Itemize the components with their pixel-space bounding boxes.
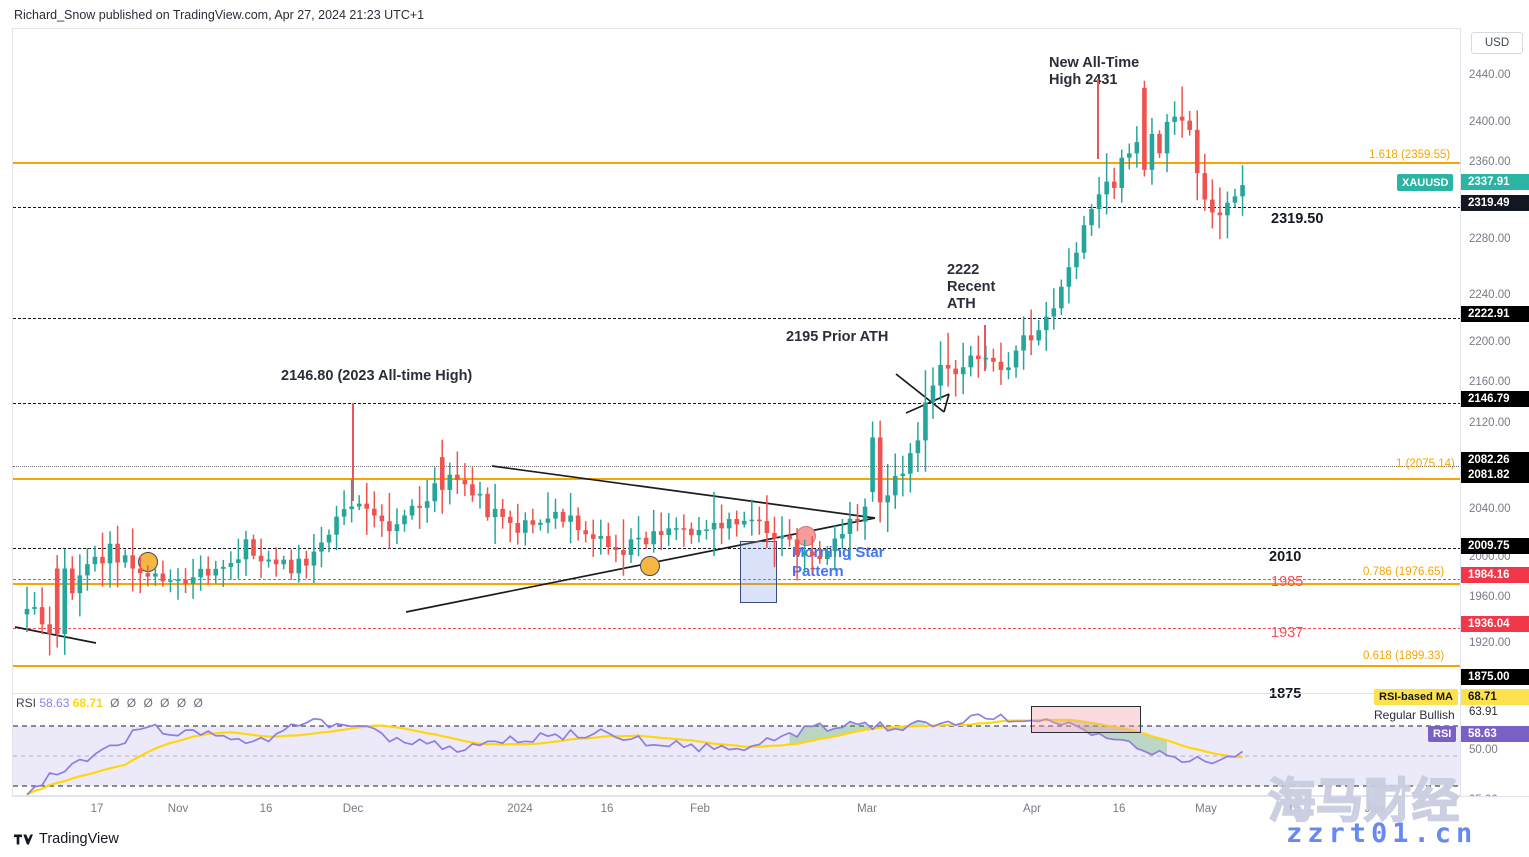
- price-tag-1984: 1984.16: [1461, 567, 1529, 583]
- candlestick-series: [24, 80, 1245, 656]
- morning-star-box: [740, 541, 777, 603]
- rsi-legend-empty-2: Ø: [126, 696, 137, 710]
- fib-line-1618: [13, 162, 1461, 164]
- level-label-1875: 1875: [1269, 686, 1302, 702]
- price-tick-2000: 2000.00: [1469, 551, 1511, 563]
- price-chart-pane[interactable]: 2319.50 2010 1985 1937 1875 1.618 (2359.…: [12, 28, 1461, 797]
- time-label-nov: Nov: [167, 803, 189, 815]
- price-axis[interactable]: USD 2440.00 2400.00 2360.00 2280.00 2240…: [1460, 28, 1529, 806]
- annotation-prior-ath: 2195 Prior ATH: [786, 329, 889, 345]
- time-label-apr: Apr: [1023, 803, 1041, 815]
- tradingview-mark-icon: [14, 833, 33, 846]
- time-label-may: May: [1195, 803, 1217, 815]
- marker-divergence-2: [640, 556, 660, 576]
- level-label-1937: 1937: [1271, 625, 1304, 641]
- watermark-chinese: 海马财经: [1267, 773, 1460, 830]
- rsi-ma-axis-value: 68.71: [1461, 689, 1529, 705]
- level-line-2222: [13, 318, 1461, 319]
- time-label-17: 17: [90, 803, 104, 815]
- rsi-legend-name: RSI: [16, 696, 37, 710]
- watermark-url: zzrt01.cn: [1286, 818, 1478, 849]
- symbol-tag-xauusd: XAUUSD: [1397, 174, 1454, 191]
- rsi-legend-empty-5: Ø: [176, 696, 187, 710]
- price-tick-2120: 2120.00: [1469, 417, 1511, 429]
- leader-recent-ath: [984, 325, 986, 371]
- time-label-2024: 2024: [507, 803, 533, 815]
- fib-label-0618: 0.618 (1899.33): [1363, 650, 1445, 662]
- price-tick-2280: 2280.00: [1469, 233, 1511, 245]
- rsi-legend-empty-3: Ø: [143, 696, 153, 710]
- time-label-16a: 16: [259, 803, 273, 815]
- price-tick-2040: 2040.00: [1469, 503, 1511, 515]
- time-label-16c: 16: [1112, 803, 1126, 815]
- price-tick-2200: 2200.00: [1469, 336, 1511, 348]
- price-tick-2440: 2440.00: [1469, 69, 1511, 81]
- price-tag-2009: 2009.75: [1461, 538, 1529, 554]
- price-tick-1920: 1920.00: [1469, 637, 1511, 649]
- level-label-2010: 2010: [1269, 549, 1302, 565]
- price-tag-1875: 1875.00: [1461, 669, 1529, 685]
- rsi-pane[interactable]: [13, 693, 1461, 797]
- leader-2023-ath: [352, 404, 354, 501]
- price-tick-2360: 2360.00: [1469, 156, 1511, 168]
- tradingview-logo[interactable]: TradingView: [14, 831, 119, 847]
- level-label-1985: 1985: [1271, 574, 1304, 590]
- price-tick-2160: 2160.00: [1469, 376, 1511, 388]
- price-tag-last: 2337.91: [1461, 174, 1529, 190]
- price-tag-2319: 2319.49: [1461, 195, 1529, 211]
- annotation-recent-ath: 2222 Recent ATH: [947, 262, 996, 312]
- rsi-legend-empty-4: Ø: [160, 696, 170, 710]
- publication-line: Richard_Snow published on TradingView.co…: [14, 8, 425, 22]
- currency-pill[interactable]: USD: [1471, 32, 1523, 54]
- annotation-2023-ath: 2146.80 (2023 All-time High): [281, 368, 473, 384]
- level-line-2319: [13, 207, 1461, 208]
- level-label-2319: 2319.50: [1271, 211, 1324, 227]
- tradingview-wordmark: TradingView: [39, 831, 119, 847]
- level-line-2146: [13, 403, 1461, 404]
- time-axis[interactable]: 17 Nov 16 Dec 2024 16 Feb Mar Apr 16 May…: [12, 796, 1529, 824]
- time-label-feb: Feb: [690, 803, 710, 815]
- rsi-tick-50: 50.00: [1469, 744, 1498, 756]
- rsi-series: [13, 713, 1461, 796]
- time-label-dec: Dec: [342, 803, 364, 815]
- fib-label-1000: 1 (2075.14): [1396, 458, 1455, 470]
- rsi-div-axis-value: 63.91: [1469, 706, 1498, 718]
- tv-icon-svg: [14, 834, 33, 844]
- price-tag-2222: 2222.91: [1461, 306, 1529, 322]
- price-tick-1960: 1960.00: [1469, 591, 1511, 603]
- price-tag-2082: 2082.26: [1461, 452, 1529, 468]
- rsi-axis-value: 58.63: [1461, 726, 1529, 742]
- fib-line-0618: [13, 665, 1461, 667]
- price-tag-2146: 2146.79: [1461, 391, 1529, 407]
- rsi-legend-value: 58.63: [39, 696, 70, 710]
- rsi-label: RSI: [1428, 726, 1457, 742]
- time-label-jun: Jun: [1364, 803, 1384, 815]
- price-tag-1936: 1936.04: [1461, 616, 1529, 632]
- level-line-1937: [13, 628, 1461, 629]
- price-tick-2240: 2240.00: [1469, 289, 1511, 301]
- price-tag-2081: 2081.82: [1461, 467, 1529, 483]
- rsi-divergence-label: Regular Bullish: [1374, 708, 1455, 722]
- rsi-ma-label: RSI-based MA: [1374, 689, 1458, 705]
- rsi-divergence-box: [1031, 706, 1141, 733]
- rsi-legend-empty-1: Ø: [110, 696, 120, 710]
- time-label-16d: 16: [1287, 803, 1301, 815]
- fib-label-0786: 0.786 (1976.65): [1363, 566, 1445, 578]
- annotation-new-ath: New All-Time High 2431: [1049, 55, 1140, 88]
- rsi-legend: RSI 58.63 68.71 Ø Ø Ø Ø Ø Ø: [16, 696, 203, 710]
- leader-new-ath: [1097, 79, 1099, 159]
- price-tick-2400: 2400.00: [1469, 116, 1511, 128]
- rsi-legend-empty-6: Ø: [193, 696, 203, 710]
- time-label-16b: 16: [600, 803, 614, 815]
- rsi-legend-ma-value: 68.71: [72, 696, 103, 710]
- fib-label-1618: 1.618 (2359.55): [1369, 149, 1451, 161]
- time-label-mar: Mar: [857, 803, 877, 815]
